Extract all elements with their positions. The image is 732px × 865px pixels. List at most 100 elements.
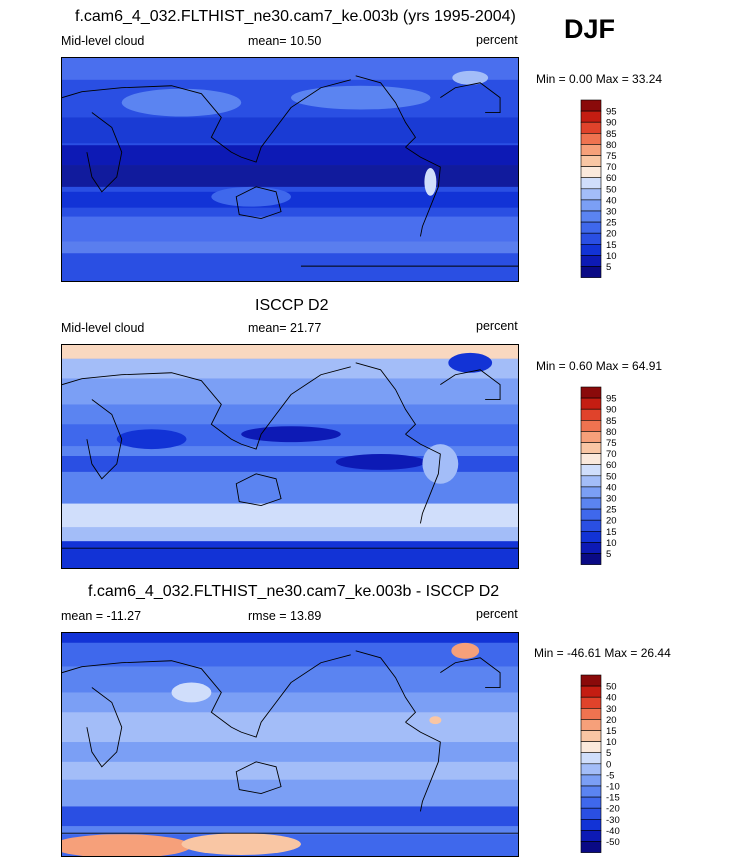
colorbar-box bbox=[580, 453, 602, 465]
colorbar-box bbox=[580, 674, 602, 687]
colorbar-box bbox=[580, 166, 602, 178]
colorbar-box bbox=[580, 685, 602, 698]
colorbar-box bbox=[580, 719, 602, 731]
colorbar-box bbox=[580, 266, 602, 278]
colorbar-box bbox=[580, 696, 602, 709]
colorbar-box bbox=[580, 807, 602, 820]
colorbar-tick-label: 20 bbox=[606, 516, 617, 527]
colorbar-tick-label: 40 bbox=[606, 693, 617, 704]
panel-2-title: ISCCP D2 bbox=[255, 297, 329, 314]
colorbar-tick-label: 20 bbox=[606, 715, 617, 726]
colorbar-tick-label: 40 bbox=[606, 482, 617, 493]
colorbar-tick-label: 5 bbox=[606, 748, 611, 759]
colorbar-box bbox=[580, 475, 602, 488]
colorbar-box bbox=[580, 464, 602, 477]
colorbar-tick-label: 90 bbox=[606, 405, 617, 416]
colorbar-box bbox=[580, 442, 602, 454]
colorbar-box bbox=[580, 210, 602, 223]
colorbar-tick-label: 90 bbox=[606, 118, 617, 129]
colorbar-tick-label: 5 bbox=[606, 262, 611, 273]
colorbar-tick-label: -40 bbox=[606, 826, 620, 837]
colorbar-box bbox=[580, 819, 602, 831]
panel-2-center-label: mean= 21.77 bbox=[248, 321, 322, 335]
colorbar-tick-label: -5 bbox=[606, 770, 614, 781]
panel-1-colorbar: 95 90 85 80 75 70 60 50 40 30 25 20 15 10 5 bbox=[580, 99, 641, 280]
colorbar-box bbox=[580, 232, 602, 245]
colorbar-tick-label: 10 bbox=[606, 737, 617, 748]
colorbar-tick-label: 70 bbox=[606, 449, 617, 460]
panel-2-minmax: Min = 0.60 Max = 64.91 bbox=[536, 359, 663, 373]
colorbar-box bbox=[580, 841, 602, 853]
colorbar-box bbox=[580, 99, 602, 112]
colorbar-tick-label: 80 bbox=[606, 140, 617, 151]
season-label: DJF bbox=[564, 14, 616, 44]
colorbar-tick-label: 60 bbox=[606, 460, 617, 471]
colorbar-box bbox=[580, 508, 602, 521]
panel-1-map bbox=[61, 57, 519, 282]
panel-3-colorbar: 50 40 30 20 15 10 5 0 -5 -10 -15 -20 -30 -40 -50 bbox=[580, 674, 641, 855]
panel-3-minmax: Min = -46.61 Max = 26.44 bbox=[534, 646, 671, 660]
colorbar-box bbox=[580, 486, 602, 499]
panel-1-right-label: percent bbox=[476, 33, 518, 47]
colorbar-box bbox=[580, 419, 602, 432]
colorbar-tick-label: 95 bbox=[606, 107, 617, 118]
colorbar-tick-label: 85 bbox=[606, 416, 617, 427]
colorbar-tick-label: -30 bbox=[606, 815, 620, 826]
colorbar-box bbox=[580, 132, 602, 145]
colorbar-tick-label: 50 bbox=[606, 184, 617, 195]
colorbar-tick-label: 60 bbox=[606, 173, 617, 184]
colorbar-tick-label: 95 bbox=[606, 394, 617, 405]
panel-2-coastlines bbox=[62, 362, 518, 549]
panel-3-coastlines bbox=[62, 650, 518, 834]
colorbar-tick-label: 0 bbox=[606, 759, 611, 770]
panel-1-left-label: Mid-level cloud bbox=[61, 34, 145, 48]
colorbar-box bbox=[580, 830, 602, 842]
colorbar-tick-label: -50 bbox=[606, 837, 620, 848]
panel-1-coastlines bbox=[62, 75, 518, 267]
colorbar-box bbox=[580, 121, 602, 134]
colorbar-box bbox=[580, 397, 602, 410]
panel-3-title: f.cam6_4_032.FLTHIST_ne30.cam7_ke.003b -… bbox=[88, 583, 500, 600]
colorbar-box bbox=[580, 785, 602, 798]
colorbar-tick-label: 50 bbox=[606, 471, 617, 482]
colorbar-tick-label: -10 bbox=[606, 782, 620, 793]
colorbar-box bbox=[580, 553, 602, 565]
colorbar-box bbox=[580, 707, 602, 720]
colorbar-box bbox=[580, 763, 602, 776]
colorbar-tick-label: -20 bbox=[606, 804, 620, 815]
panel-1-center-label: mean= 10.50 bbox=[248, 34, 322, 48]
colorbar-tick-label: 5 bbox=[606, 549, 611, 560]
panel-2-colorbar: 95 90 85 80 75 70 60 50 40 30 25 20 15 10 5 bbox=[580, 386, 641, 567]
colorbar-box bbox=[580, 519, 602, 532]
colorbar-box bbox=[580, 752, 602, 765]
colorbar-box bbox=[580, 431, 602, 443]
colorbar-box bbox=[580, 741, 602, 753]
panel-2-field bbox=[62, 345, 518, 568]
colorbar-box bbox=[580, 408, 602, 421]
colorbar-box bbox=[580, 796, 602, 809]
panel-2-right-label: percent bbox=[476, 319, 518, 333]
panel-1-title: f.cam6_4_032.FLTHIST_ne30.cam7_ke.003b (… bbox=[75, 8, 516, 25]
colorbar-box bbox=[580, 774, 602, 787]
panel-3-field bbox=[62, 633, 518, 856]
colorbar-box bbox=[580, 188, 602, 201]
colorbar-box bbox=[580, 199, 602, 212]
colorbar-tick-label: 15 bbox=[606, 240, 617, 251]
colorbar-tick-label: 30 bbox=[606, 704, 617, 715]
panel-1-minmax: Min = 0.00 Max = 33.24 bbox=[536, 72, 663, 86]
colorbar-tick-label: 15 bbox=[606, 726, 617, 737]
colorbar-tick-label: -15 bbox=[606, 793, 620, 804]
colorbar-tick-label: 40 bbox=[606, 195, 617, 206]
panel-1-field bbox=[62, 58, 518, 281]
colorbar-tick-label: 25 bbox=[606, 218, 617, 229]
colorbar-tick-label: 85 bbox=[606, 129, 617, 140]
colorbar-tick-label: 10 bbox=[606, 251, 617, 262]
colorbar-box bbox=[580, 255, 602, 267]
colorbar-box bbox=[580, 155, 602, 167]
panel-3-center-label: rmse = 13.89 bbox=[248, 609, 322, 623]
colorbar-box bbox=[580, 497, 602, 510]
colorbar-box bbox=[580, 542, 602, 554]
colorbar-box bbox=[580, 177, 602, 190]
panel-3-right-label: percent bbox=[476, 607, 518, 621]
panel-2-map bbox=[61, 344, 519, 569]
